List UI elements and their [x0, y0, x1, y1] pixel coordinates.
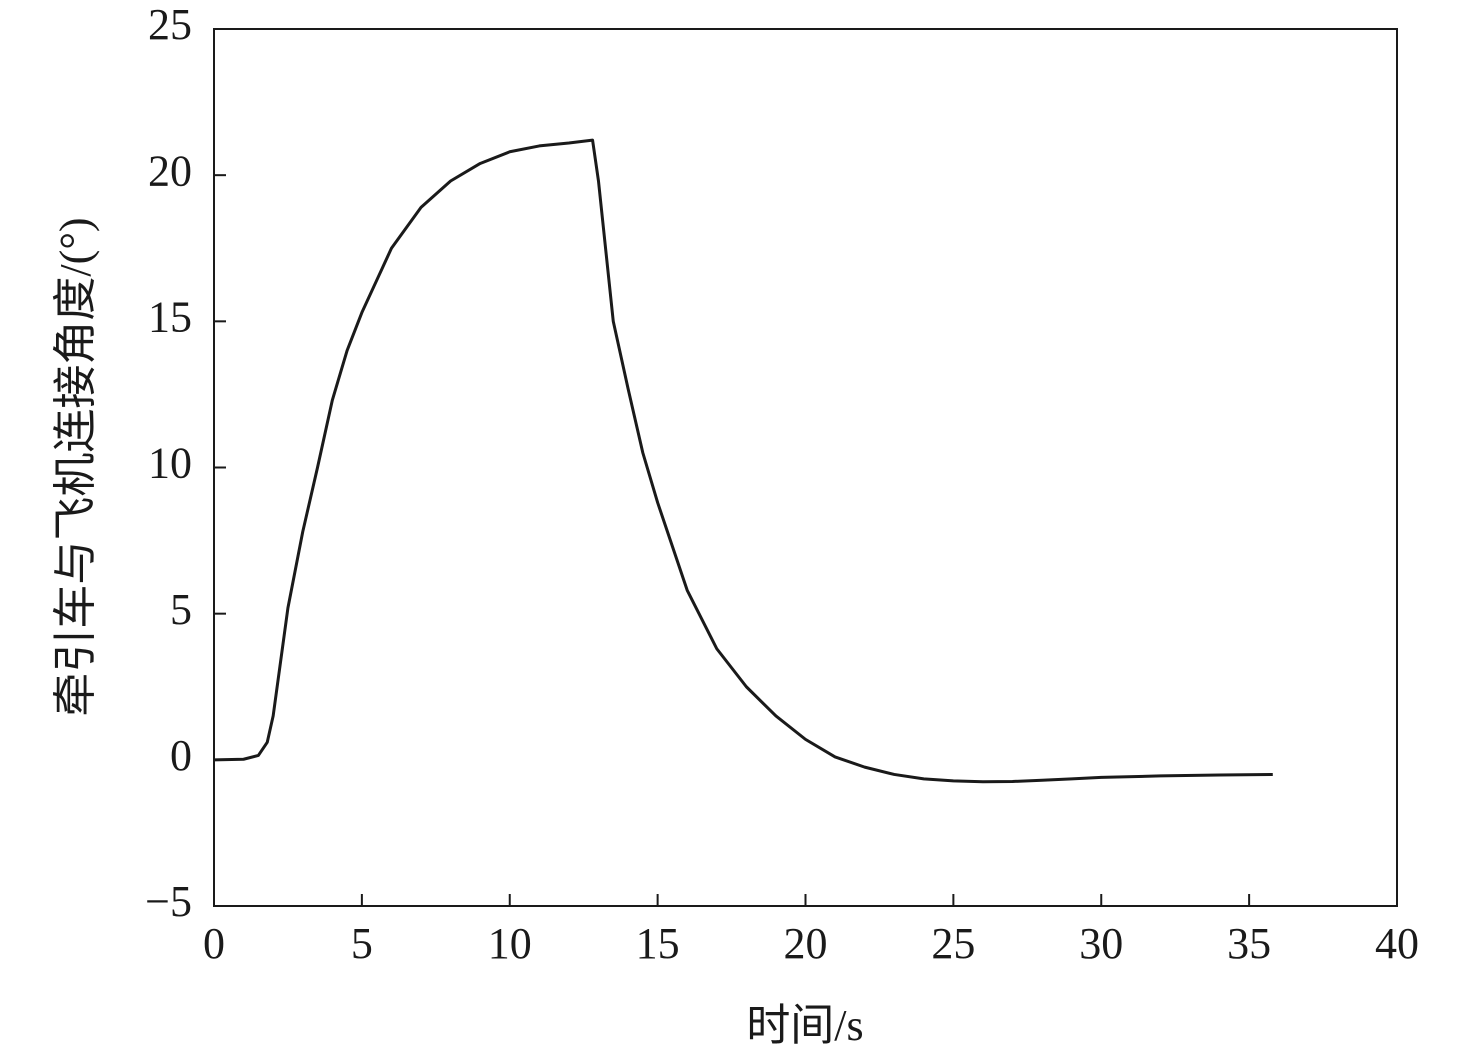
x-tick-label: 35 — [1227, 919, 1271, 968]
y-tick-label: 25 — [148, 0, 192, 49]
y-tick-label: 10 — [148, 439, 192, 488]
x-axis-label: 时间/s — [746, 1001, 863, 1050]
data-line — [213, 138, 1273, 784]
x-tick-label: 10 — [488, 919, 532, 968]
x-tick-label: 20 — [784, 919, 828, 968]
y-axis-label: 牵引车与飞机连接角度/(°) — [51, 217, 100, 716]
x-tick-label: 30 — [1079, 919, 1123, 968]
x-tick-label: 0 — [203, 919, 225, 968]
x-tick-label: 15 — [636, 919, 680, 968]
y-tick-label: 15 — [148, 292, 192, 341]
x-tick-label: 25 — [931, 919, 975, 968]
y-tick-label: 5 — [170, 585, 192, 634]
x-tick-label: 40 — [1375, 919, 1419, 968]
y-tick-label: 20 — [148, 146, 192, 195]
y-tick-label: −5 — [145, 877, 192, 926]
x-tick-label: 5 — [351, 919, 373, 968]
y-tick-label: 0 — [170, 731, 192, 780]
